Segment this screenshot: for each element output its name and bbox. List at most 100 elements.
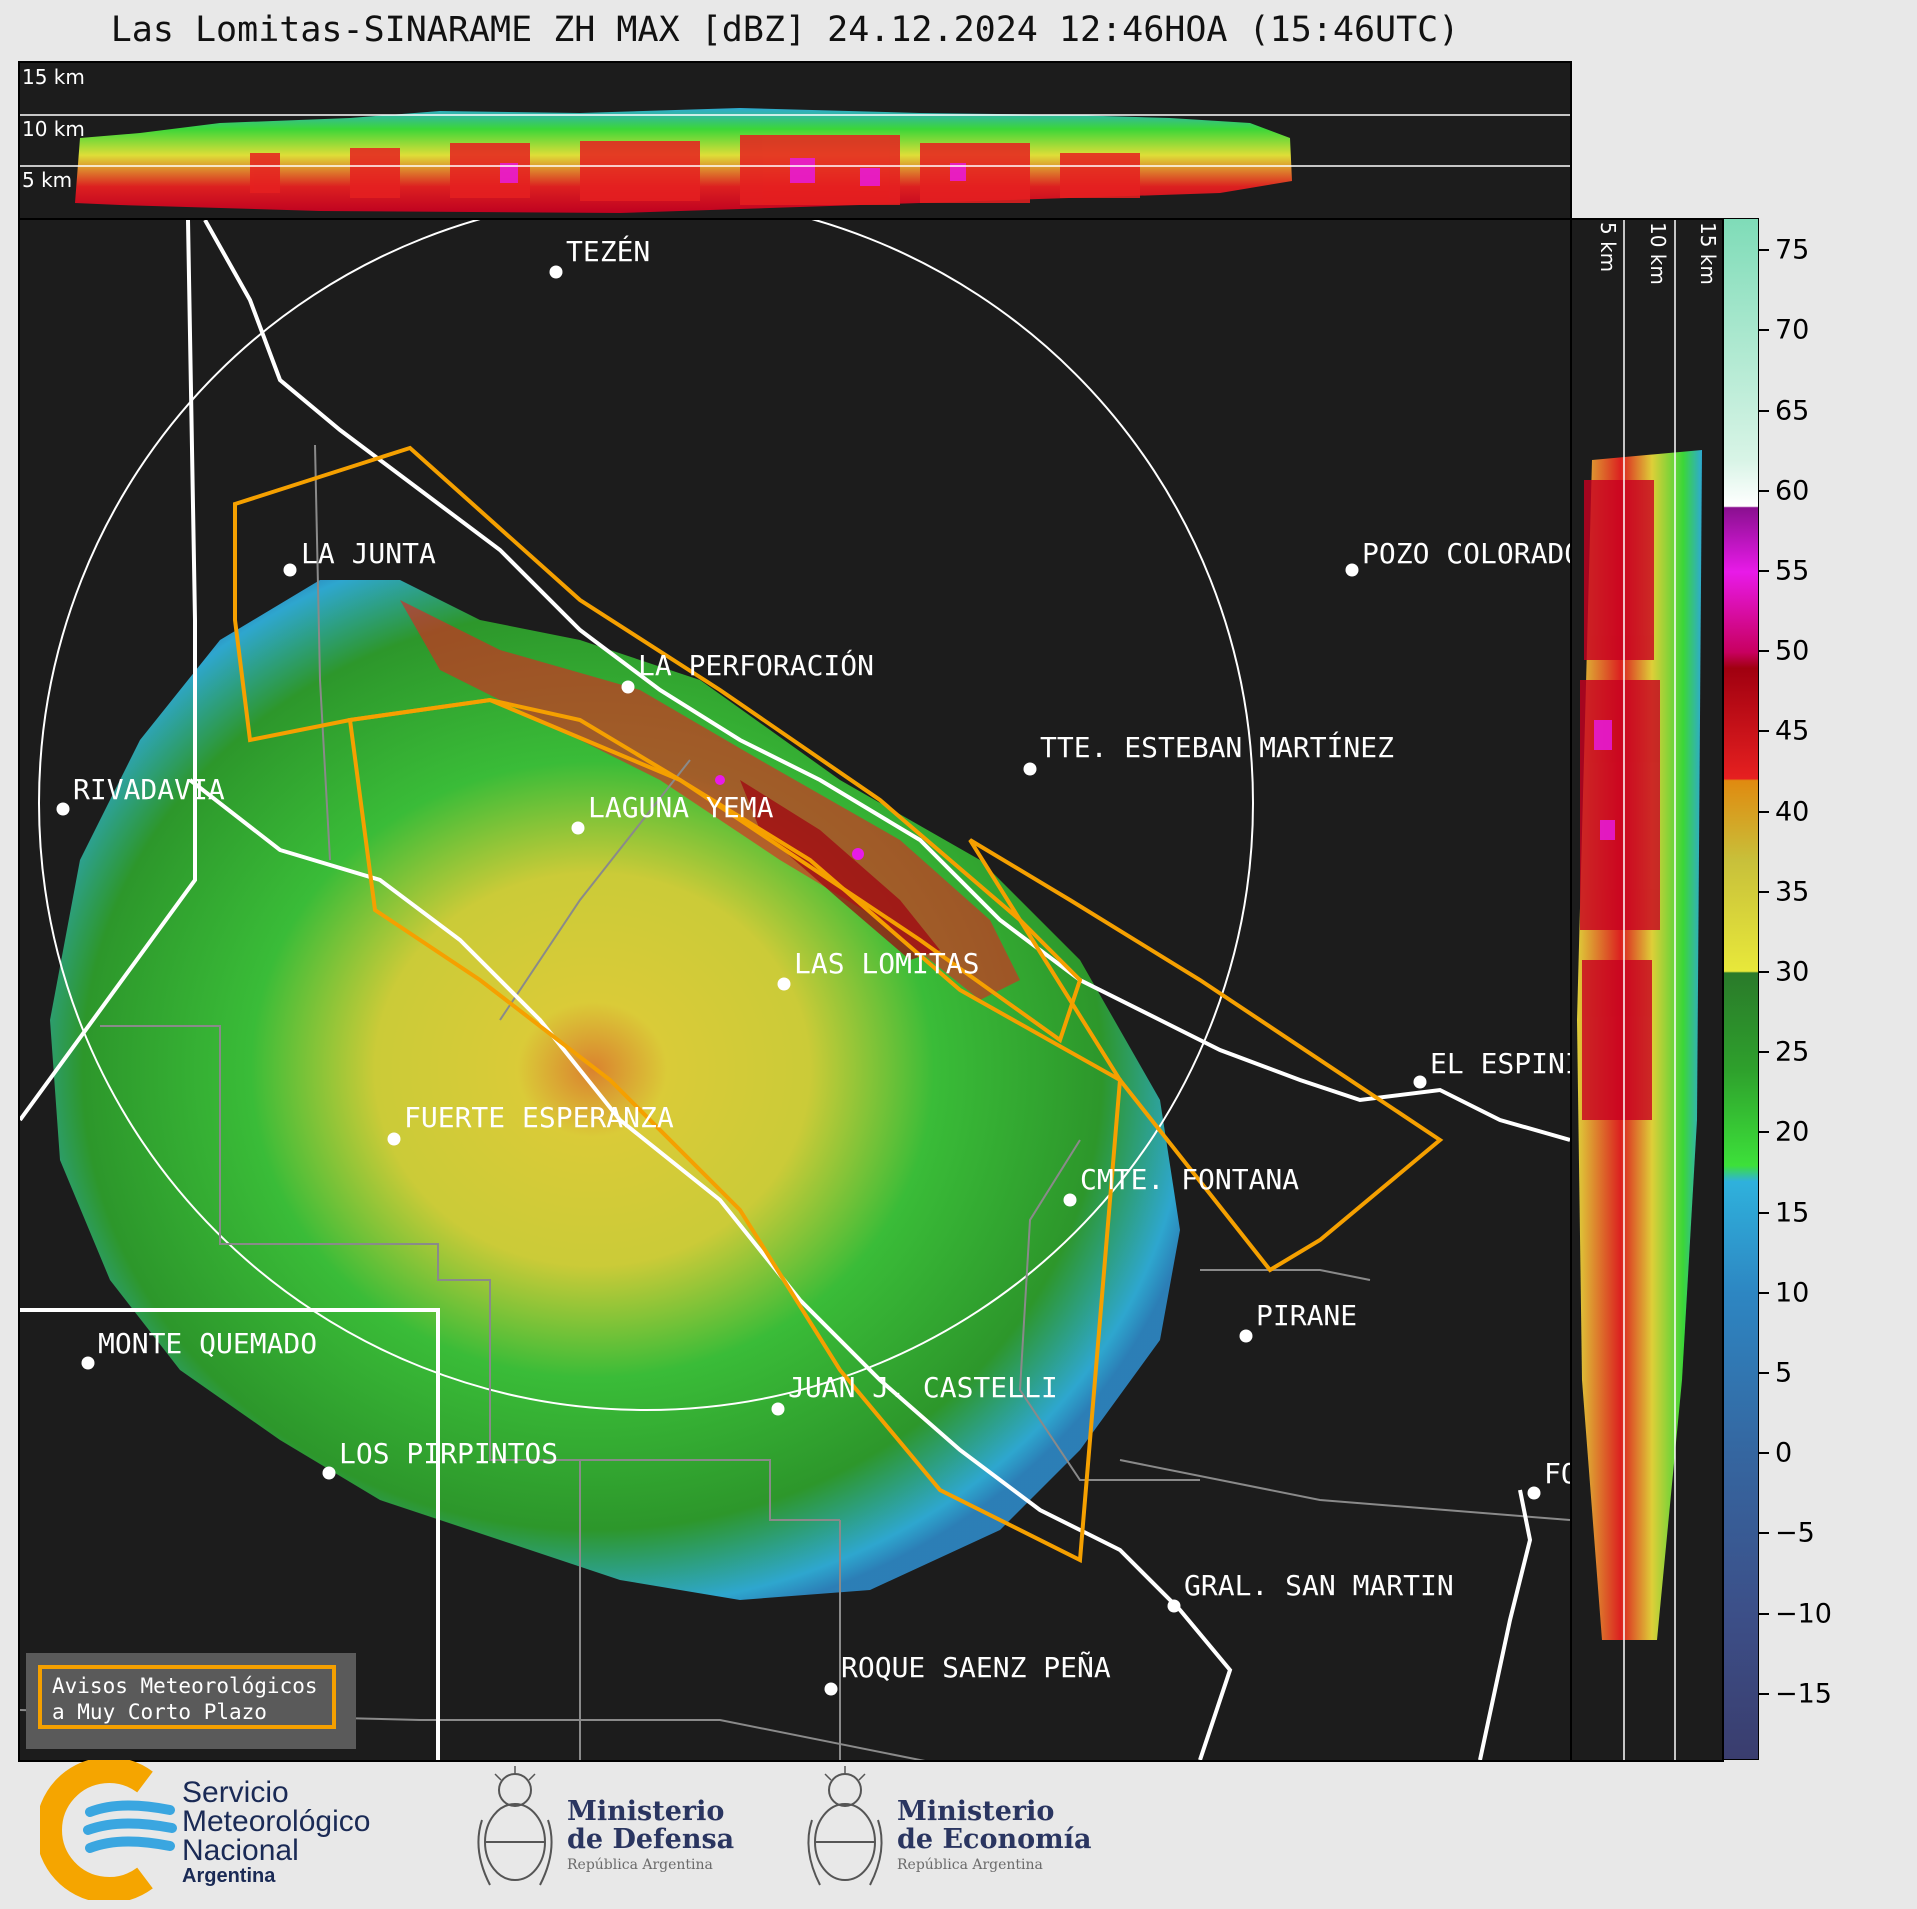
- city-label: JUAN J. CASTELLI: [788, 1371, 1058, 1404]
- warning-box-line2: a Muy Corto Plazo: [52, 1700, 267, 1724]
- argentina-coat-of-arms-icon-defensa: [477, 1766, 553, 1886]
- radar-range-ring: [38, 220, 1254, 1411]
- colorbar-tick-label: 30: [1775, 956, 1810, 988]
- colorbar-tick: [1759, 730, 1769, 733]
- colorbar-tick-label: 10: [1775, 1277, 1810, 1309]
- dbz-colorbar: [1723, 218, 1759, 1760]
- city-marker: [771, 1402, 785, 1416]
- colorbar-tick-label: 25: [1775, 1036, 1810, 1068]
- argentina-coat-of-arms-icon-economia: [807, 1766, 883, 1886]
- city-label: PIRANE: [1256, 1299, 1358, 1332]
- city-label: CMTE. FONTANA: [1080, 1163, 1300, 1196]
- colorbar-tick: [1759, 409, 1769, 412]
- city-marker: [621, 680, 635, 694]
- city-label: FORMOSA: [1544, 1457, 1570, 1490]
- city-marker: [81, 1356, 95, 1370]
- city-label: ROQUE SAENZ PEÑA: [841, 1651, 1111, 1684]
- colorbar-tick: [1759, 1131, 1769, 1134]
- city-marker: [571, 821, 585, 835]
- colorbar-tick: [1759, 650, 1769, 653]
- defensa-logo-text: Ministerio de Defensa República Argentin…: [567, 1798, 734, 1876]
- city-marker: [387, 1132, 401, 1146]
- colorbar-tick-label: 0: [1775, 1437, 1793, 1469]
- colorbar-tick-label: 75: [1775, 234, 1810, 266]
- radar-map-panel[interactable]: TEZÉN LA JUNTA POZO COLORADO LA PERFORACIÓN…: [18, 218, 1572, 1762]
- colorbar-tick: [1759, 569, 1769, 572]
- city-label: POZO COLORADO: [1362, 537, 1572, 570]
- side-cross-section-panel: 5 km 10 km 15 km: [1570, 218, 1724, 1762]
- alt-label-10km: 10 km: [22, 117, 85, 141]
- warning-polygon-north: [233, 445, 1083, 1044]
- city-marker: [283, 563, 297, 577]
- economia-logo-text: Ministerio de Economía República Argenti…: [897, 1798, 1091, 1876]
- colorbar-tick: [1759, 1372, 1769, 1374]
- map-title: Las Lomitas-SINARAME ZH MAX [dBZ] 24.12.…: [110, 10, 1460, 50]
- city-label: LAGUNA YEMA: [588, 791, 774, 824]
- colorbar-tick-label: 45: [1775, 715, 1810, 747]
- colorbar-tick: [1759, 1692, 1769, 1695]
- colorbar-tick: [1759, 810, 1769, 813]
- colorbar-tick-label: 60: [1775, 475, 1810, 507]
- smn-logo-icon: [40, 1760, 177, 1900]
- radar-echo-area: [50, 580, 1180, 1600]
- colorbar-tick-label: 5: [1775, 1357, 1793, 1389]
- warning-polygon-east: [968, 838, 1444, 1273]
- colorbar-tick: [1759, 329, 1769, 332]
- city-marker: [1345, 563, 1359, 577]
- very-short-term-warnings-box[interactable]: Avisos Meteorológicos a Muy Corto Plazo: [26, 1653, 356, 1749]
- colorbar-tick-label: −10: [1775, 1598, 1832, 1630]
- city-label: LA PERFORACIÓN: [638, 649, 875, 682]
- colorbar-tick-label: 50: [1775, 635, 1810, 667]
- colorbar-tick-label: 55: [1775, 555, 1810, 587]
- city-marker: [1239, 1329, 1253, 1343]
- colorbar-tick-label: 65: [1775, 395, 1810, 426]
- city-marker: [56, 802, 70, 816]
- defensa-line2: de Defensa: [567, 1824, 735, 1855]
- colorbar-tick-label: 15: [1775, 1197, 1810, 1229]
- smn-line4: Argentina: [182, 1865, 276, 1887]
- city-label: TEZÉN: [566, 235, 651, 268]
- smn-line3: Nacional: [182, 1834, 299, 1867]
- colorbar-tick: [1759, 489, 1769, 492]
- colorbar-tick: [1759, 249, 1769, 252]
- alt-label-5km: 5 km: [22, 168, 73, 192]
- colorbar-tick-label: −15: [1775, 1678, 1832, 1710]
- colorbar-tick-label: 40: [1775, 796, 1810, 828]
- colorbar-tick-label: −5: [1775, 1517, 1815, 1549]
- side-cross-section-echo: [1577, 220, 1702, 1760]
- colorbar-tick: [1759, 1532, 1769, 1535]
- city-marker: [549, 265, 563, 279]
- economia-line2: de Economía: [897, 1824, 1092, 1855]
- economia-line1: Ministerio: [897, 1796, 1055, 1827]
- top-cross-section-echo: [20, 108, 1570, 213]
- colorbar-tick-label: 35: [1775, 876, 1810, 908]
- warning-polygon-south: [347, 697, 1123, 1564]
- city-marker: [1413, 1075, 1427, 1089]
- city-marker: [1063, 1193, 1077, 1207]
- footer-logos: Servicio Meteorológico Nacional Argentin…: [0, 1760, 1917, 1909]
- city-marker: [1167, 1599, 1181, 1613]
- city-marker: [1023, 762, 1037, 776]
- city-marker: [322, 1466, 336, 1480]
- side-alt-label-15km: 15 km: [1696, 222, 1720, 285]
- colorbar-tick: [1759, 1291, 1769, 1294]
- city-marker: [1527, 1486, 1541, 1500]
- smn-line2: Meteorológico: [182, 1805, 371, 1838]
- city-label: LAS LOMITAS: [794, 947, 980, 980]
- colorbar-tick-label: 70: [1775, 314, 1810, 346]
- colorbar-tick: [1759, 890, 1769, 893]
- warning-box-line1: Avisos Meteorológicos: [52, 1674, 318, 1698]
- side-alt-label-10km: 10 km: [1646, 222, 1670, 285]
- top-cross-section-panel: 15 km 10 km 5 km: [18, 61, 1572, 220]
- defensa-line1: Ministerio: [567, 1796, 725, 1827]
- city-label: RIVADAVIA: [73, 773, 225, 806]
- city-label: FUERTE ESPERANZA: [404, 1101, 674, 1134]
- colorbar-tick: [1759, 1452, 1769, 1455]
- colorbar-tick-label: 20: [1775, 1116, 1810, 1148]
- side-alt-label-5km: 5 km: [1596, 222, 1620, 273]
- city-label: MONTE QUEMADO: [98, 1327, 318, 1360]
- defensa-line3: República Argentina: [567, 1857, 713, 1873]
- colorbar-tick: [1759, 1612, 1769, 1615]
- colorbar-tick: [1759, 1211, 1769, 1214]
- alt-label-15km: 15 km: [22, 65, 85, 89]
